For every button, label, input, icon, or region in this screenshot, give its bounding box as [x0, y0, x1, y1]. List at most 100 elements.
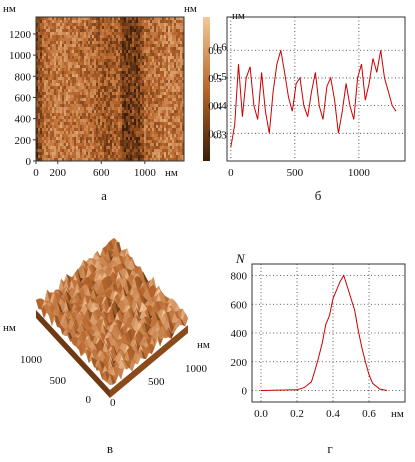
heatmap-cell [180, 95, 183, 99]
heatmap-cell [124, 86, 127, 90]
heatmap-cell [158, 143, 161, 147]
heatmap-cell [140, 83, 143, 87]
heatmap-cell [134, 65, 137, 69]
heatmap-cell [68, 20, 71, 24]
heatmap-cell [102, 68, 105, 72]
heatmap-cell [148, 62, 151, 66]
heatmap-cell [66, 32, 69, 36]
heatmap-cell [174, 74, 177, 78]
heatmap-cell [82, 32, 85, 36]
heatmap-cell [46, 56, 49, 60]
heatmap-cell [84, 41, 87, 45]
heatmap-cell [126, 158, 129, 162]
heatmap-cell [114, 89, 117, 93]
heatmap-cell [160, 32, 163, 36]
heatmap-cell [176, 155, 179, 159]
heatmap-cell [146, 107, 149, 111]
heatmap-cell [78, 44, 81, 48]
heatmap-cell [84, 95, 87, 99]
heatmap-cell [36, 68, 39, 72]
heatmap-cell [124, 119, 127, 123]
heatmap-cell [94, 71, 97, 75]
heatmap-cell [54, 89, 57, 93]
heatmap-cell [82, 158, 85, 162]
heatmap-cell [66, 95, 69, 99]
heatmap-cell [118, 125, 121, 129]
heatmap-cell [166, 26, 169, 30]
heatmap-cell [140, 53, 143, 57]
heatmap-cell [36, 113, 39, 117]
heatmap-cell [46, 38, 49, 42]
heatmap-cell [100, 71, 103, 75]
heatmap-cell [112, 131, 115, 135]
heatmap-cell [142, 50, 145, 54]
heatmap-cell [102, 62, 105, 66]
heatmap-cell [140, 131, 143, 135]
heatmap-cell [96, 89, 99, 93]
panel-b-profile: 0.30.40.50.6 0 500 1000 нм б [208, 10, 406, 203]
heatmap-cell [88, 146, 91, 150]
heatmap-cell [144, 50, 147, 54]
heatmap-cell [54, 83, 57, 87]
heatmap-cell [154, 158, 157, 162]
heatmap-cell [88, 152, 91, 156]
heatmap-cell [124, 140, 127, 144]
heatmap-cell [82, 23, 85, 27]
heatmap-cell [124, 47, 127, 51]
heatmap-cell [158, 137, 161, 141]
heatmap-cell [144, 92, 147, 96]
heatmap-cell [72, 137, 75, 141]
heatmap-cell [126, 101, 129, 105]
heatmap-cell [78, 38, 81, 42]
heatmap-cell [44, 98, 47, 102]
heatmap-cell [116, 59, 119, 63]
heatmap-cell [170, 41, 173, 45]
heatmap-cell [80, 23, 83, 27]
heatmap-cell [148, 53, 151, 57]
heatmap-cell [110, 62, 113, 66]
heatmap-cell [162, 26, 165, 30]
heatmap-cell [74, 131, 77, 135]
heatmap-cell [80, 140, 83, 144]
heatmap-cell [92, 149, 95, 153]
heatmap-cell [114, 23, 117, 27]
heatmap-cell [68, 152, 71, 156]
heatmap-cell [152, 89, 155, 93]
heatmap-cell [156, 68, 159, 72]
heatmap-cell [48, 47, 51, 51]
heatmap-cell [154, 86, 157, 90]
heatmap-cell [36, 92, 39, 96]
heatmap-cell [98, 86, 101, 90]
heatmap-cell [70, 128, 73, 132]
heatmap-cell [70, 44, 73, 48]
heatmap-cell [110, 98, 113, 102]
heatmap-cell [52, 140, 55, 144]
heatmap-cell [140, 158, 143, 162]
heatmap-cell [42, 113, 45, 117]
heatmap-cell [160, 128, 163, 132]
heatmap-cell [128, 101, 131, 105]
heatmap-cell [44, 83, 47, 87]
heatmap-cell [80, 107, 83, 111]
heatmap-cell [136, 110, 139, 114]
heatmap-cell [140, 122, 143, 126]
heatmap-cell [128, 26, 131, 30]
heatmap-cell [54, 41, 57, 45]
heatmap-cell [154, 104, 157, 108]
heatmap-cell [58, 152, 61, 156]
heatmap-cell [134, 113, 137, 117]
heatmap-cell [124, 23, 127, 27]
heatmap-cell [64, 107, 67, 111]
heatmap-cell [178, 158, 181, 162]
heatmap-cell [124, 116, 127, 120]
heatmap-cell [152, 26, 155, 30]
heatmap-cell [160, 65, 163, 69]
heatmap-cell [64, 17, 67, 21]
heatmap-cell [146, 53, 149, 57]
heatmap-cell [164, 83, 167, 87]
heatmap-cell [88, 134, 91, 138]
heatmap-cell [134, 80, 137, 84]
heatmap-cell [154, 56, 157, 60]
heatmap-cell [118, 68, 121, 72]
